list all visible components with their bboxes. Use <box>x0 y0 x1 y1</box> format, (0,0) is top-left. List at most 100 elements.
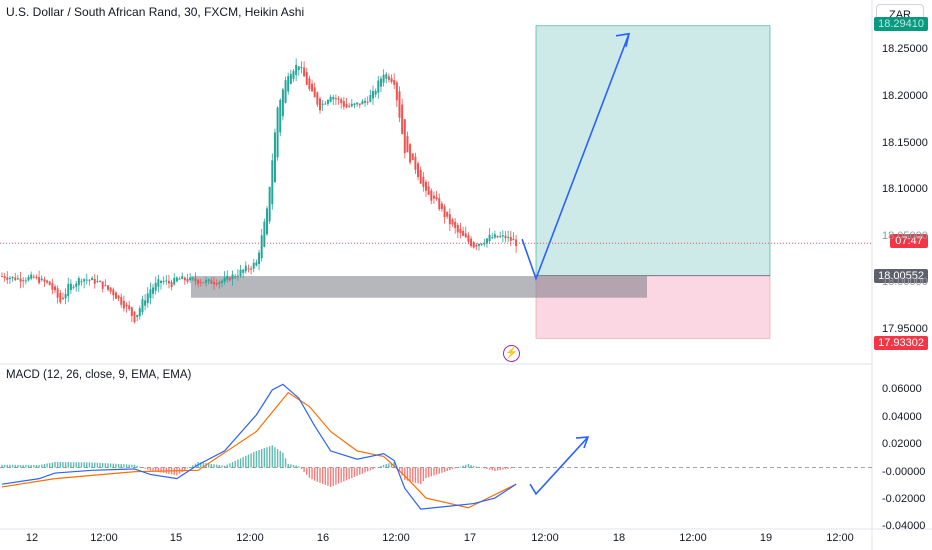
macd-histogram-bar <box>425 467 427 479</box>
macd-histogram-bar <box>3 464 6 468</box>
macd-tick: 0.02000 <box>882 438 922 450</box>
macd-histogram-bar <box>234 460 236 468</box>
macd-histogram-bar <box>120 464 122 468</box>
macd-histogram-bar <box>335 467 337 485</box>
candle-body <box>120 296 123 305</box>
candle-body <box>173 277 176 285</box>
candle-body <box>133 311 136 323</box>
candle-body <box>353 103 356 106</box>
candle-body <box>109 287 112 292</box>
macd-histogram-bar <box>406 467 409 481</box>
candle-body <box>11 276 14 279</box>
candle-body <box>279 99 282 133</box>
candle-body <box>14 277 17 281</box>
macd-histogram-bar <box>112 463 114 468</box>
candle-body <box>451 219 454 225</box>
macd-histogram-bar <box>274 447 276 468</box>
macd-histogram-bar <box>451 467 454 470</box>
time-tick: 18 <box>612 532 626 544</box>
macd-histogram-bar <box>141 467 144 469</box>
macd-histogram-bar <box>351 467 353 479</box>
macd-histogram-bar <box>192 465 194 468</box>
macd-histogram-bar <box>488 467 491 470</box>
macd-histogram-bar <box>56 462 59 468</box>
candle-body <box>199 281 202 284</box>
macd-histogram-bar <box>314 467 316 481</box>
candle-body <box>202 282 205 284</box>
entry-price-tag: 18.00552 <box>874 269 928 283</box>
macd-histogram-bar <box>372 467 374 470</box>
macd-histogram-bar <box>59 462 61 468</box>
macd-histogram-bar <box>303 467 305 472</box>
candle-body <box>6 277 9 280</box>
price-tick: 18.20000 <box>882 90 928 102</box>
macd-histogram-bar <box>78 462 80 468</box>
candle-body <box>472 242 475 248</box>
candle-body <box>432 195 435 199</box>
macd-histogram-bar <box>261 449 263 468</box>
macd-histogram-bar <box>75 462 77 468</box>
demand-zone <box>191 276 647 298</box>
candle-body <box>128 305 131 310</box>
time-tick: 12:00 <box>826 532 854 544</box>
candle-body <box>27 276 30 281</box>
candle-body <box>393 80 396 85</box>
macd-histogram-bar <box>340 467 342 483</box>
macd-histogram-bar <box>300 467 303 470</box>
candle-body <box>417 163 420 177</box>
lightning-icon[interactable]: ⚡ <box>503 345 520 362</box>
candle-body <box>366 101 369 103</box>
candle-body <box>470 238 473 247</box>
candle-body <box>35 277 38 279</box>
macd-histogram-bar <box>502 467 504 470</box>
time-tick: 12:00 <box>382 532 410 544</box>
candle-body <box>364 100 367 103</box>
candle-body <box>191 278 194 280</box>
candle-body <box>146 293 149 304</box>
time-tick: 12:00 <box>90 532 118 544</box>
candle-body <box>422 176 425 187</box>
macd-histogram-bar <box>356 467 358 476</box>
candle-body <box>329 96 332 102</box>
candle-body <box>276 107 279 158</box>
macd-histogram-bar <box>306 467 308 475</box>
candle-body <box>313 87 316 98</box>
macd-histogram-bar <box>327 467 329 486</box>
macd-histogram-bar <box>11 464 14 468</box>
candle-body <box>464 233 467 238</box>
macd-histogram-bar <box>282 452 284 468</box>
macd-histogram-bar <box>409 467 411 482</box>
candle-body <box>234 276 237 278</box>
macd-histogram-bar <box>109 463 112 468</box>
macd-tick: -0.00000 <box>882 466 926 478</box>
macd-histogram-bar <box>184 467 186 471</box>
macd-histogram-bar <box>62 462 64 468</box>
macd-histogram-bar <box>446 467 448 472</box>
candle-body <box>32 276 35 278</box>
macd-histogram-bar <box>290 464 292 468</box>
macd-histogram-bar <box>245 455 247 468</box>
macd-histogram-bar <box>51 462 54 468</box>
candle-body <box>99 281 102 283</box>
candle-body <box>125 304 128 307</box>
candle-body <box>379 78 382 87</box>
macd-histogram-bar <box>462 465 464 468</box>
macd-histogram-bar <box>311 467 313 480</box>
candle-body <box>369 95 372 102</box>
candle-body <box>3 276 6 279</box>
macd-histogram-bar <box>210 463 213 468</box>
macd-histogram-bar <box>499 467 501 471</box>
candle-body <box>252 262 255 269</box>
candle-body <box>332 97 335 100</box>
candle-body <box>406 136 409 153</box>
macd-histogram-bar <box>343 467 345 482</box>
candle-body <box>435 197 438 200</box>
macd-histogram-bar <box>449 467 451 471</box>
time-tick: 16 <box>316 532 330 544</box>
candle-body <box>485 238 488 244</box>
macd-title[interactable]: MACD (12, 26, close, 9, EMA, EMA) <box>6 369 192 381</box>
macd-histogram-bar <box>467 463 470 468</box>
candle-body <box>398 91 401 118</box>
macd-histogram-bar <box>17 464 19 468</box>
